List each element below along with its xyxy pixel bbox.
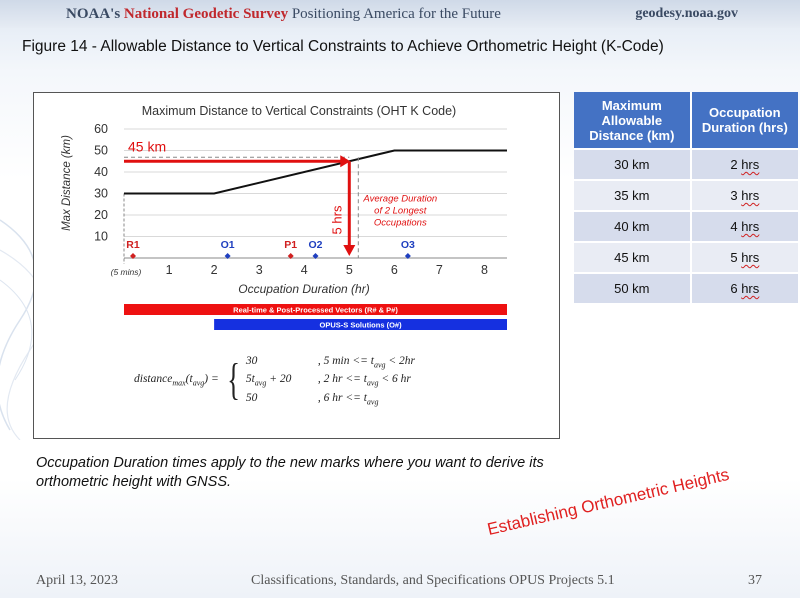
- avg-note-line: Average Duration: [362, 194, 437, 205]
- formula-case-1-condition: , 5 min <= tavg < 2hr: [317, 355, 415, 370]
- y-tick-label: 50: [94, 144, 108, 158]
- y-tick-label: 20: [94, 208, 108, 222]
- formula-case-3-value: 50: [245, 391, 258, 404]
- marker-label: O3: [401, 239, 415, 251]
- table-cell-duration: 6 hrs: [690, 272, 798, 303]
- x-tick-label: 7: [436, 263, 443, 277]
- x-tick-label: 1: [166, 263, 173, 277]
- y-tick-label: 60: [94, 122, 108, 136]
- solution-bar-label: Real-time & Post-Processed Vectors (R# &…: [233, 306, 398, 315]
- table-row: 40 km 4 hrs: [574, 210, 798, 242]
- y-tick-label: 40: [94, 165, 108, 179]
- marker-diamond: [224, 253, 231, 259]
- table-cell-distance: 35 km: [574, 179, 692, 211]
- table-header-duration: Occupation Duration (hrs): [690, 92, 798, 149]
- distance-duration-table: Maximum Allowable Distance (km) Occupati…: [574, 92, 798, 303]
- avg-note-line: of 2 Longest: [374, 206, 427, 217]
- y-tick-label: 10: [94, 230, 108, 244]
- table-cell-duration: 4 hrs: [690, 210, 798, 242]
- marker-diamond: [130, 253, 137, 259]
- table-row: 50 km 6 hrs: [574, 272, 798, 303]
- series-line: [124, 149, 507, 195]
- header-site[interactable]: geodesy.noaa.gov: [635, 6, 738, 21]
- avg-note-line: Occupations: [374, 218, 427, 229]
- x-start-label: (5 mins): [111, 267, 142, 277]
- table-cell-duration: 2 hrs: [690, 148, 798, 180]
- table-cell-duration: 3 hrs: [690, 179, 798, 211]
- solution-bar: [124, 304, 507, 315]
- x-axis-label: Occupation Duration (hr): [238, 282, 369, 296]
- chart-panel: Maximum Distance to Vertical Constraints…: [33, 92, 560, 439]
- x-tick-label: 2: [211, 263, 218, 277]
- x-tick-label: 4: [301, 263, 308, 277]
- table-row: 35 km 3 hrs: [574, 179, 798, 211]
- figure-title: Figure 14 - Allowable Distance to Vertic…: [22, 38, 664, 55]
- marker-diamond: [312, 253, 319, 259]
- solution-bar-label: OPUS-S Solutions (O#): [320, 321, 403, 330]
- formula-case-3-condition: , 6 hr <= tavg: [317, 391, 379, 406]
- footer-title: Classifications, Standards, and Specific…: [251, 573, 615, 588]
- marker-label: O2: [308, 239, 322, 251]
- v-arrow-head: [343, 245, 356, 256]
- footer-date: April 13, 2023: [36, 573, 119, 588]
- solution-bar: [214, 319, 507, 330]
- marker-label: R1: [126, 239, 140, 251]
- footer-page-number: 37: [748, 573, 762, 588]
- chart-title: Maximum Distance to Vertical Constraints…: [142, 104, 456, 118]
- table-row: 30 km 2 hrs: [574, 148, 798, 180]
- table-cell-distance: 50 km: [574, 272, 692, 303]
- occupation-note: Occupation Duration times apply to the n…: [36, 455, 544, 490]
- table-cell-duration: 5 hrs: [690, 241, 798, 273]
- formula-block: distancemax(tavg) = { 30 , 5 min <= tavg…: [134, 355, 415, 406]
- x-tick-label: 8: [481, 263, 488, 277]
- x-tick-label: 3: [256, 263, 263, 277]
- table-row: 45 km 5 hrs: [574, 241, 798, 273]
- formula-case-2-condition: , 2 hr <= tavg < 6 hr: [317, 373, 411, 388]
- formula-case-2-value: 5tavg + 20: [245, 373, 292, 388]
- header-org-prefix: NOAA's: [66, 6, 121, 22]
- decorative-swirl: [0, 219, 46, 440]
- v-annotation-label: 5 hrs: [329, 205, 344, 234]
- y-tick-label: 30: [94, 187, 108, 201]
- table-cell-distance: 40 km: [574, 210, 692, 242]
- y-axis-label: Max Distance (km): [61, 135, 73, 231]
- formula-lhs: distancemax(tavg) =: [134, 373, 219, 388]
- x-tick-label: 6: [391, 263, 398, 277]
- header-organization: NOAA's National Geodetic Survey Position…: [66, 6, 501, 23]
- chart-svg: Maximum Distance to Vertical Constraints…: [61, 104, 507, 406]
- marker-diamond: [404, 253, 411, 259]
- marker-diamond: [287, 253, 294, 259]
- header-band: [0, 0, 800, 28]
- x-tick-label: 5: [346, 263, 353, 277]
- header-org-name: National Geodetic Survey: [123, 6, 289, 22]
- h-arrow-head: [340, 155, 351, 168]
- formula-case-1-value: 30: [245, 355, 258, 367]
- table-cell-distance: 30 km: [574, 148, 692, 180]
- marker-label: O1: [221, 239, 235, 251]
- h-annotation-label: 45 km: [128, 138, 166, 154]
- table-header-distance: Maximum Allowable Distance (km): [574, 92, 692, 149]
- table-cell-distance: 45 km: [574, 241, 692, 273]
- marker-label: P1: [284, 239, 297, 251]
- header-tagline: Positioning America for the Future: [291, 6, 501, 22]
